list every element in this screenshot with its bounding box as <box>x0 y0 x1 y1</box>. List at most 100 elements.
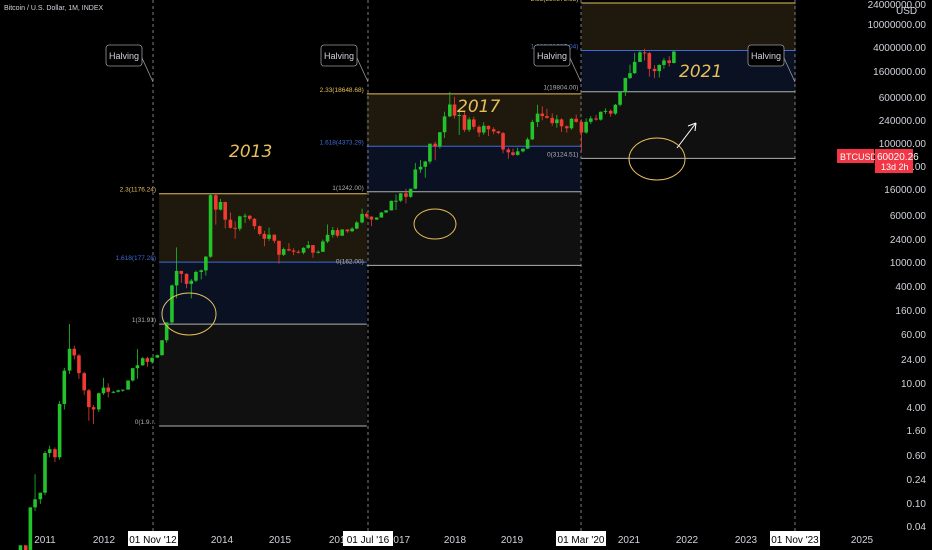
candle-body <box>628 73 632 79</box>
candle-body <box>23 545 28 550</box>
candle-body <box>101 387 106 394</box>
candle-body <box>97 393 101 410</box>
halving-lines: Halving Halving Halving Halving <box>105 0 796 531</box>
candle-body <box>594 118 598 120</box>
candle-body <box>130 368 135 381</box>
candle-body <box>598 111 603 120</box>
candle-body <box>530 122 535 140</box>
candle-body <box>545 116 549 118</box>
halving-callout <box>747 44 785 67</box>
candle-body <box>565 126 569 129</box>
candle-body <box>296 251 301 253</box>
candle-body <box>535 113 540 123</box>
fib-zone-low <box>366 191 582 266</box>
candle-body <box>384 210 388 213</box>
candle-body <box>350 228 354 232</box>
candle-body <box>287 249 291 251</box>
fib-zone-low <box>581 91 796 159</box>
halving-callout-pointer <box>141 57 154 83</box>
candle-body <box>121 389 125 391</box>
x-tick-label: 2018 <box>444 535 467 546</box>
candle-body <box>613 104 618 114</box>
fib-zone-mid <box>366 146 582 192</box>
candle-body <box>277 240 281 255</box>
date-tag: 01 Nov '23 <box>771 535 819 546</box>
fib-level-label: 0(162.00) <box>336 258 364 265</box>
candle-body <box>106 387 110 392</box>
candle-body <box>316 251 320 253</box>
halving-callout <box>533 44 571 67</box>
candle-body <box>408 188 413 197</box>
price-tag-price: 60020.26 <box>877 152 919 163</box>
halving-label: Halving <box>324 51 354 61</box>
y-tick-label: 0.60 <box>907 451 927 462</box>
x-tick-label: 2025 <box>851 535 874 546</box>
fib-level-label: 1(19804.00) <box>543 85 578 92</box>
x-tick-label: 2016 <box>329 535 352 546</box>
y-tick-label: 1.60 <box>907 426 927 437</box>
candle-body <box>559 119 564 127</box>
candle-body <box>360 213 364 223</box>
candle-body <box>82 373 86 391</box>
candle-body <box>433 143 437 147</box>
candle-body <box>511 152 515 155</box>
candle-body <box>515 151 520 155</box>
candle-body <box>389 200 394 211</box>
candle-layer[interactable] <box>18 48 676 550</box>
candle-body <box>170 285 174 323</box>
y-tick-label: 1000.00 <box>890 258 927 269</box>
candle-body <box>262 233 267 239</box>
candle-body <box>311 245 315 253</box>
candle-body <box>214 195 218 210</box>
candle-body <box>657 64 662 72</box>
cycle-label-2017: 2017 <box>457 97 500 117</box>
cycle-label-2021: 2021 <box>679 62 722 82</box>
candle-body <box>38 492 43 500</box>
halving-callout-pointer <box>356 57 369 83</box>
fib-level-label: 2.3(1176.24) <box>120 187 156 194</box>
highlight-ellipse <box>628 137 686 181</box>
candle-body <box>438 132 442 147</box>
date-tag-bg <box>128 531 178 546</box>
price-tag: BTCUSD 60020.26 13d 2h <box>837 149 919 173</box>
halving-label: Halving <box>751 51 781 61</box>
candle-body <box>272 234 277 241</box>
y-tick-label: 1600000.00 <box>873 67 926 78</box>
halving-label: Halving <box>109 51 139 61</box>
candle-body <box>164 322 169 341</box>
candle-body <box>160 340 164 356</box>
candle-body <box>374 217 379 220</box>
candle-body <box>57 403 62 458</box>
candle-body <box>291 250 296 252</box>
candle-body <box>579 121 584 133</box>
candle-body <box>379 212 384 218</box>
candle-body <box>486 125 491 130</box>
candle-body <box>233 227 237 229</box>
y-axis-unit: USD <box>896 6 917 17</box>
candle-body <box>467 119 471 130</box>
candle-body <box>462 114 467 130</box>
y-tick-label: 10.00 <box>901 379 926 390</box>
fib-zone-top <box>159 193 367 263</box>
price-tag-countdown: 13d 2h <box>881 162 909 172</box>
candle-body <box>442 116 447 133</box>
y-tick-label: 240000.00 <box>879 116 927 127</box>
candle-body <box>569 118 574 129</box>
candle-body <box>194 271 198 281</box>
halving-callout-pointer <box>783 57 796 83</box>
y-tick-label: 4000000.00 <box>873 43 926 54</box>
date-tag: 01 Mar '20 <box>558 535 605 546</box>
candle-body <box>394 200 398 202</box>
x-tick-label: 2023 <box>735 535 758 546</box>
x-axis[interactable]: 2011 2012 2014 2015 2016 2017 2018 2019 2021 2022… <box>34 531 874 546</box>
date-tag-bg <box>556 531 606 546</box>
candle-body <box>364 213 369 217</box>
candle-body <box>525 139 530 149</box>
candle-body <box>623 78 628 92</box>
candle-body <box>555 119 559 124</box>
candle-body <box>662 60 666 65</box>
candle-body <box>638 52 642 62</box>
candle-body <box>257 226 262 234</box>
candle-body <box>667 60 671 64</box>
